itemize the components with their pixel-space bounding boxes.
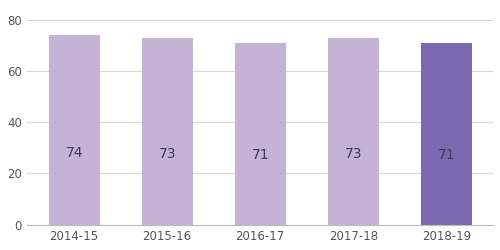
Text: 71: 71 xyxy=(252,148,269,162)
Text: 73: 73 xyxy=(344,146,362,160)
Bar xyxy=(420,43,472,224)
Text: 74: 74 xyxy=(66,146,83,160)
Bar xyxy=(142,38,193,224)
Text: 71: 71 xyxy=(438,148,455,162)
Bar xyxy=(48,35,100,224)
Bar xyxy=(328,38,379,224)
Text: 73: 73 xyxy=(158,146,176,160)
Bar xyxy=(234,43,286,224)
